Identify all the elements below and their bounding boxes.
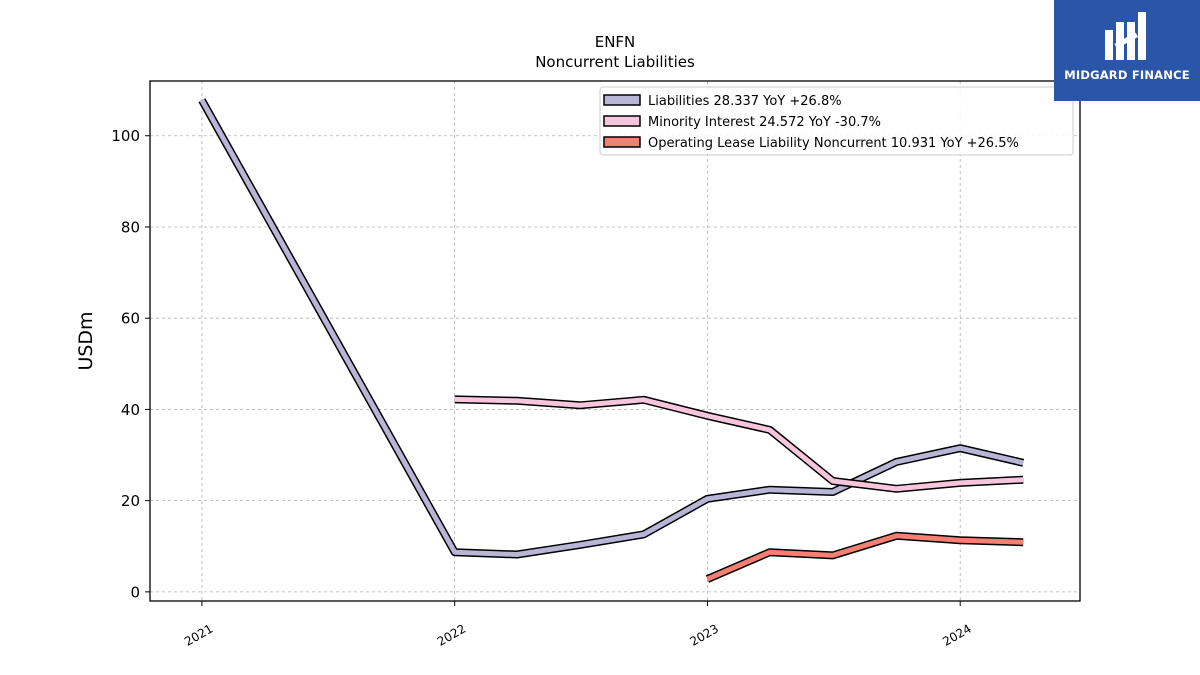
plot-frame [149,80,1081,602]
x-tick-label: 2021 [182,621,215,648]
y-tick-label: 60 [121,310,140,328]
series-2 [454,395,1024,493]
legend-swatch [603,94,641,106]
series-layer [198,98,1025,583]
x-tick-label: 2022 [435,621,468,648]
x-tick-label: 2023 [687,621,720,648]
y-tick-label: 0 [130,583,140,601]
y-axis: 0 20 40 60 80 100 [111,127,150,601]
grid [150,81,1080,601]
legend-item: Minority Interest 24.572 YoY -30.7% [603,115,881,130]
legend-swatch [603,115,641,127]
y-tick-label: 80 [121,218,140,236]
legend-item: Liabilities 28.337 YoY +26.8% [603,94,842,109]
legend-box [599,86,1074,156]
series-3 [705,531,1024,583]
legend-item: Operating Lease Liability Noncurrent 10.… [603,136,1019,151]
series-line [454,396,1024,492]
y-tick-label: 20 [121,492,140,510]
x-tick-label: 2024 [940,621,973,648]
logo-mark-icon [1105,12,1146,60]
y-tick-label: 40 [121,401,140,419]
y-axis-label: USDm [75,311,97,370]
chart-subtitle: Noncurrent Liabilities [535,53,695,71]
chart-title: ENFN [595,33,636,51]
brand-logo: MIDGARD FINANCE [1054,0,1200,101]
series-line [199,98,1024,557]
legend-swatch [603,136,641,148]
series-line [706,533,1024,582]
legend: Liabilities 28.337 YoY +26.8% Minority In… [599,86,1074,156]
series-1 [198,98,1025,559]
series-line-outline [454,395,1024,493]
legend-label: Minority Interest 24.572 YoY -30.7% [648,115,881,130]
legend-label: Liabilities 28.337 YoY +26.8% [648,94,842,109]
x-axis: 2021 2022 2023 2024 [182,601,974,649]
y-tick-label: 100 [111,127,140,145]
legend-label: Operating Lease Liability Noncurrent 10.… [648,136,1019,151]
logo-text: MIDGARD FINANCE [1064,68,1190,82]
